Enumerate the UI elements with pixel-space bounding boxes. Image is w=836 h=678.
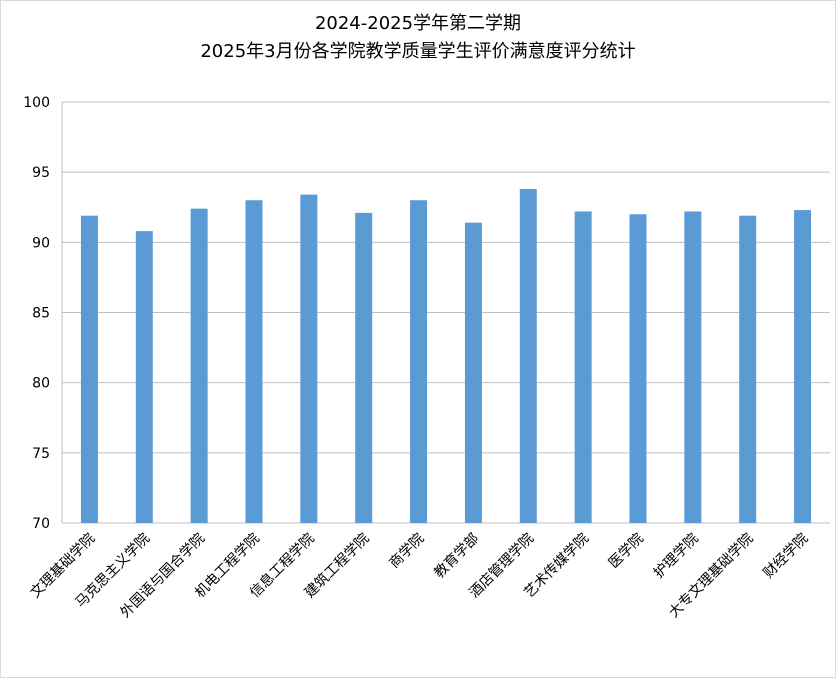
y-tick-label: 95: [32, 165, 50, 181]
bar: [684, 211, 702, 523]
bar: [464, 222, 482, 524]
bar: [410, 200, 428, 523]
chart-title-line-1: 2024-2025学年第二学期: [314, 13, 522, 34]
y-tick-label: 70: [32, 516, 50, 532]
y-tick-label: 80: [32, 376, 50, 392]
y-axis-ticks: 70 75 80 85 90 95 100: [23, 95, 50, 532]
x-axis-labels: 文理基础学院马克思主义学院外国语与国合学院机电工程学院信息工程学院建筑工程学院商…: [27, 530, 812, 621]
y-tick-label: 90: [32, 235, 50, 251]
bars: [80, 189, 812, 524]
bar: [300, 194, 318, 523]
y-tick-label: 75: [32, 446, 50, 462]
x-category-label: 商学院: [386, 531, 427, 572]
bar: [574, 211, 592, 523]
bar: [80, 215, 98, 524]
x-category-label: 教育学部: [431, 531, 482, 582]
bar: [629, 214, 647, 523]
bar: [355, 212, 373, 523]
bar: [245, 200, 263, 523]
bar: [190, 208, 208, 524]
bar: [135, 231, 153, 523]
y-tick-label: 85: [32, 306, 50, 322]
x-category-label: 财经学院: [760, 531, 811, 582]
bar: [794, 210, 812, 523]
gridlines: [62, 101, 830, 524]
chart-title-line-2: 2025年3月份各学院教学质量学生评价满意度评分统计: [200, 41, 636, 62]
bar: [739, 215, 757, 524]
bar: [519, 189, 537, 524]
x-category-label: 护理学院: [651, 531, 702, 582]
x-category-label: 医学院: [606, 531, 647, 572]
y-tick-label: 100: [23, 95, 50, 111]
